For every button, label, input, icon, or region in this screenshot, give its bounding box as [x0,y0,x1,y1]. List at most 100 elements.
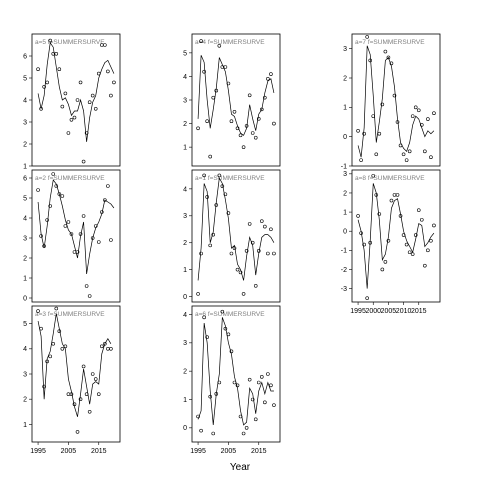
data-point [250,131,255,135]
data-point [371,173,376,178]
data-point [199,428,203,433]
panel-frame [31,305,121,443]
y-tick-label: 1 [343,209,347,216]
data-point [223,192,228,197]
data-point [401,152,406,157]
panel-title: a=3 f=SUMMERSURVE [35,311,105,318]
y-tick-label: 6 [23,175,27,182]
data-point [93,377,98,381]
data-point [416,208,421,212]
data-point [109,93,113,98]
data-point [199,251,203,256]
data-point [109,347,113,351]
data-point [199,39,203,43]
data-point [269,72,273,76]
data-point [365,35,369,39]
x-tick-label: 1995 [30,448,46,455]
y-tick-label: 6 [23,53,27,60]
data-point [48,354,53,359]
data-point [419,123,424,127]
y-tick-label: 2 [23,255,27,262]
y-tick-label: 3 [23,371,27,378]
data-point [410,252,415,256]
data-point [90,372,95,376]
data-point [66,220,71,224]
data-point [63,91,68,96]
data-point [211,95,216,100]
data-point [404,158,409,162]
y-tick-label: 2 [23,397,27,404]
y-tick-label: 4 [23,97,27,104]
data-point [380,102,385,107]
y-tick-label: 5 [23,195,27,202]
data-point [259,375,264,379]
data-point [266,251,270,256]
data-point [57,192,62,196]
chart-panel: a=1 f=SUMMERSURVE 0 1 2 3 4 [183,169,281,303]
y-tick-label: 3 [23,235,27,242]
data-point [263,95,267,100]
data-point [211,431,216,436]
data-point [247,377,252,382]
x-tick-label: 2005 [221,448,237,455]
fitted-line [37,313,112,417]
data-point [241,292,246,296]
data-point [99,344,104,349]
fitted-line [357,45,435,158]
data-point [57,67,62,71]
y-tick-label: 5 [183,50,187,57]
data-point [45,218,49,222]
y-tick-label: -1 [341,248,347,255]
y-tick-label: 3 [183,340,187,347]
y-tick-label: 1 [23,275,27,282]
data-point [208,394,213,399]
data-point [45,80,49,85]
y-tick-label: -2 [341,267,347,274]
y-tick-label: 1 [23,163,27,170]
data-point [241,431,246,436]
y-tick-label: 2 [23,141,27,148]
y-tick-label: 2 [183,240,187,247]
y-tick-label: 0 [183,425,187,432]
data-point [42,85,46,89]
y-tick-label: 1 [183,145,187,152]
data-point [196,414,200,419]
data-point [250,240,255,245]
data-point [272,403,276,407]
y-tick-label: 4 [183,312,187,319]
data-point [426,248,430,253]
data-point [380,267,385,272]
data-point [60,104,65,109]
data-point [208,154,213,159]
data-point [103,341,107,346]
data-point [205,335,209,339]
data-point [368,58,373,63]
data-point [205,119,209,124]
x-tick-label: 2015 [251,448,267,455]
y-tick-label: 1 [183,397,187,404]
data-point [112,80,116,85]
data-point [60,347,65,351]
data-point [259,219,264,223]
data-point [392,93,397,98]
data-point [54,51,59,56]
fitted-line [37,41,115,142]
x-tick-label: 1995 [190,448,206,455]
panel-title: a=4 f=SUMMERSURVE [195,39,265,46]
panel-frame [191,305,281,443]
chart-panel: a=6 f=SUMMERSURVE 0 1 2 3 4 1995 2005 2015 [183,305,281,455]
data-point [109,238,113,242]
chart-panel: a=7 f=SUMMERSURVE -1 0 1 2 3 [341,33,441,170]
data-point [81,159,86,164]
data-point [407,149,412,154]
data-point [419,217,424,222]
panel-title: a=5 f=SUMMERSURVE [35,39,105,46]
data-point [36,188,40,192]
data-point [374,152,379,157]
panel-frame [191,169,281,303]
y-tick-label: 0 [183,294,187,301]
data-point [263,400,267,405]
data-point [356,129,360,133]
data-point [51,172,56,176]
